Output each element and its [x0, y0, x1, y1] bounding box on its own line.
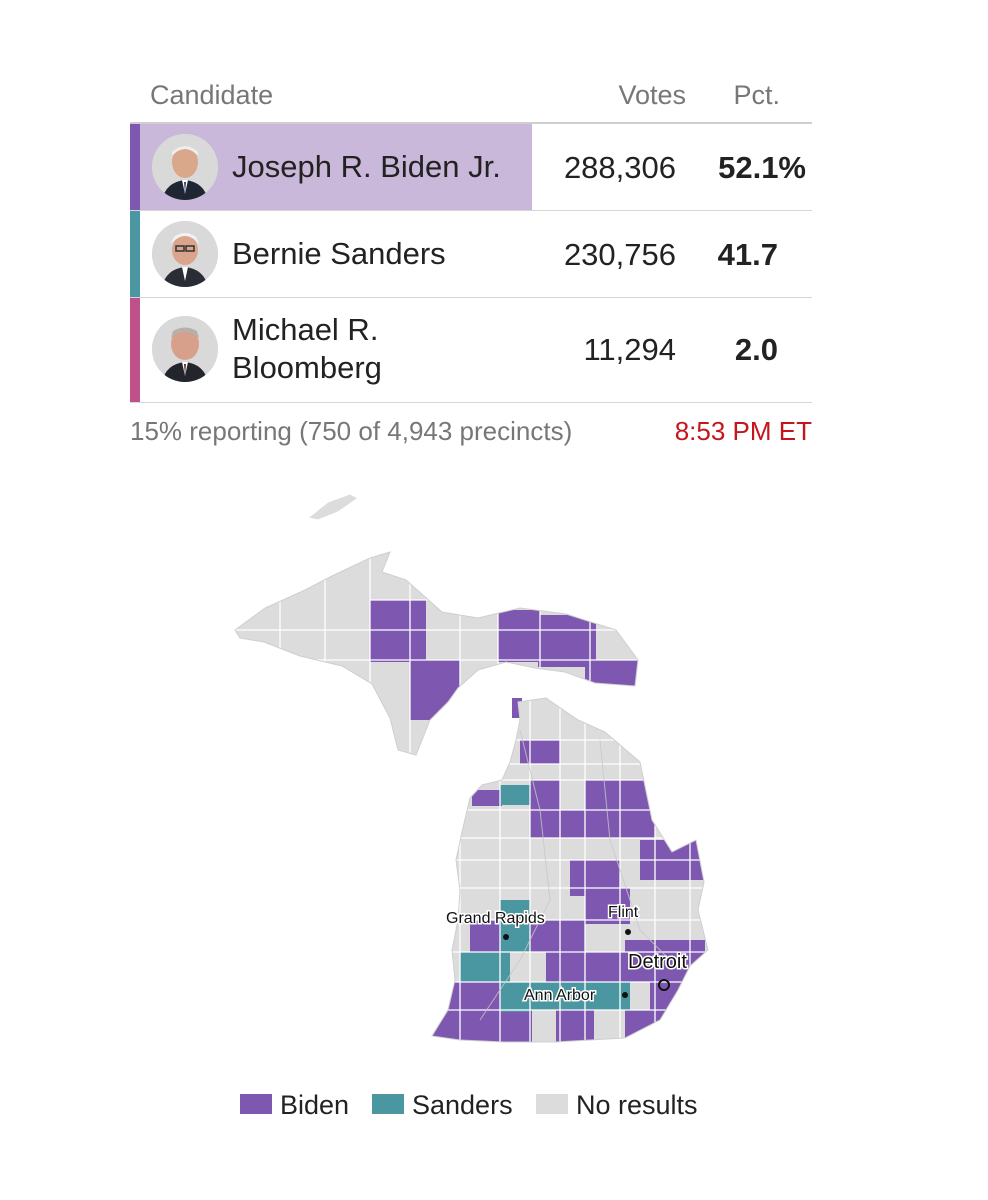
legend-label: Biden [280, 1090, 350, 1120]
grand-rapids-dot [503, 934, 509, 940]
michigan-map-svg: Grand Rapids Flint Detroit Ann Arbor [234, 493, 709, 1043]
legend-label: Sanders [412, 1090, 513, 1120]
reporting-status: 15% reporting (750 of 4,943 precincts) 8… [130, 412, 812, 452]
results-table: Candidate Votes Pct. Joseph R. Biden Jr.… [130, 70, 812, 403]
candidate-votes: 230,756 [563, 237, 676, 272]
candidate-name: Joseph R. Biden Jr. [232, 149, 501, 184]
update-time: 8:53 PM ET [674, 416, 812, 446]
avatar-sanders [152, 221, 218, 287]
legend-swatch [240, 1094, 272, 1114]
candidate-color-bar [130, 298, 140, 402]
candidate-row-bloomberg: Michael R. Bloomberg 11,294 2.0 [130, 298, 812, 403]
avatar-bloomberg [152, 316, 218, 382]
header-pct: Pct. [733, 80, 780, 110]
detroit-marker [658, 979, 670, 991]
candidate-votes: 11,294 [583, 332, 676, 367]
candidate-name: Bernie Sanders [232, 236, 446, 271]
flint-dot [625, 929, 631, 935]
legend-swatch [372, 1094, 404, 1114]
city-label-ann-arbor: Ann Arbor [524, 987, 596, 1004]
city-label-detroit: Detroit [628, 951, 687, 973]
legend-label: No results [576, 1090, 698, 1120]
header-votes: Votes [618, 80, 686, 110]
candidate-color-bar [130, 211, 140, 297]
city-label-grand-rapids: Grand Rapids [446, 910, 545, 927]
candidate-row-biden: Joseph R. Biden Jr. 288,306 52.1% [130, 124, 812, 211]
county-map: Grand Rapids Flint Detroit Ann Arbor [220, 480, 720, 1060]
ann-arbor-dot [622, 992, 628, 998]
candidate-pct: 41.7 [717, 237, 778, 272]
table-header: Candidate Votes Pct. [130, 70, 812, 124]
candidate-pct: 52.1% [718, 150, 806, 185]
candidate-votes: 288,306 [563, 150, 676, 185]
city-label-flint: Flint [608, 904, 639, 921]
legend-swatch [536, 1094, 568, 1114]
avatar-biden [152, 134, 218, 200]
candidate-name: Michael R. Bloomberg [232, 312, 382, 385]
candidate-pct: 2.0 [734, 332, 778, 367]
candidate-color-bar [130, 124, 140, 210]
header-candidate: Candidate [150, 80, 274, 110]
candidate-row-sanders: Bernie Sanders 230,756 41.7 [130, 211, 812, 298]
reporting-text: 15% reporting (750 of 4,943 precincts) [130, 416, 573, 446]
